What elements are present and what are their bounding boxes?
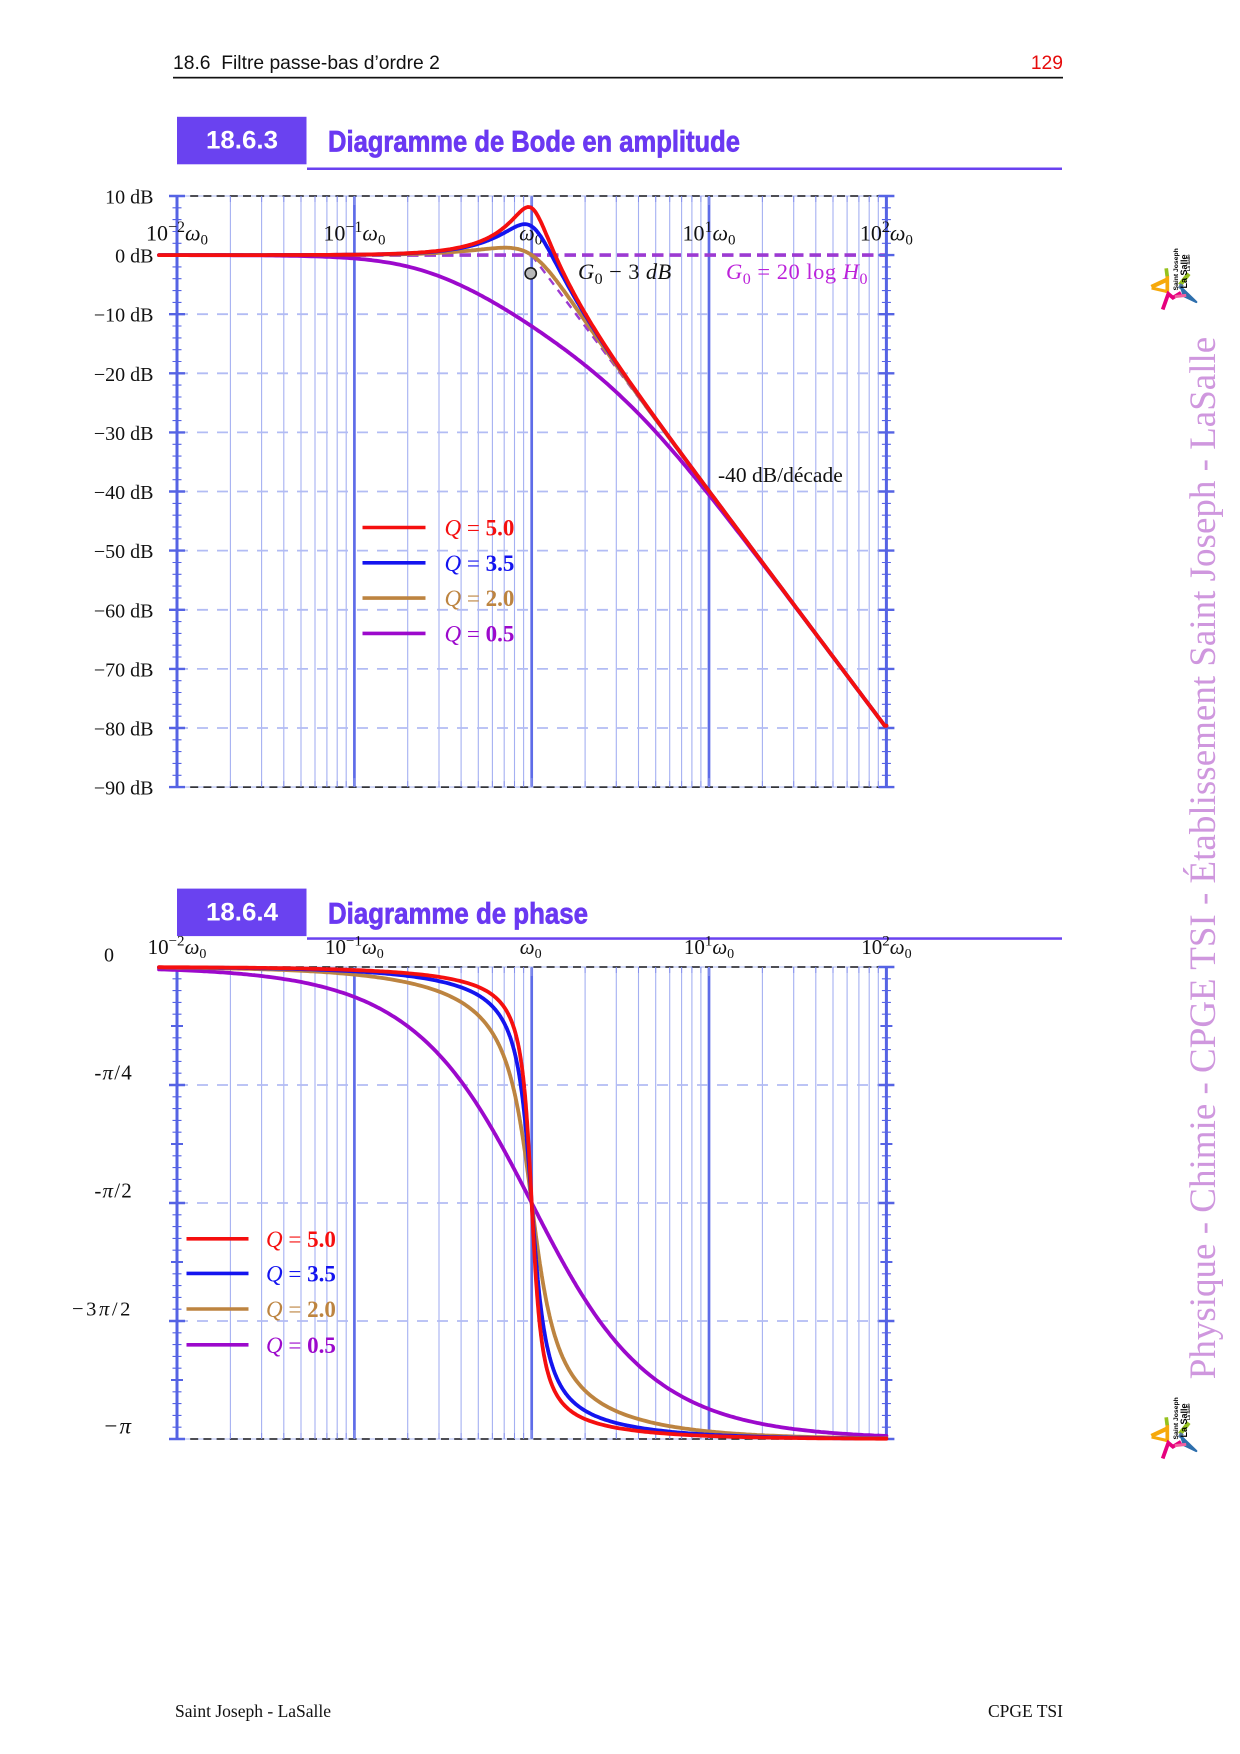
svg-text:18.6.3: 18.6.3 bbox=[206, 127, 278, 155]
svg-text:102ω0: 102ω0 bbox=[861, 934, 911, 963]
svg-text:-40 dB/décade: -40 dB/décade bbox=[718, 463, 843, 487]
svg-text:Q = 5.0: Q = 5.0 bbox=[266, 1227, 336, 1252]
svg-text:101ω0: 101ω0 bbox=[682, 219, 735, 249]
svg-text:18.6 Filtre passe-bas d’ordre: 18.6 Filtre passe-bas d’ordre 2 bbox=[173, 53, 440, 74]
svg-text:Saint Joseph: Saint Joseph bbox=[1173, 248, 1180, 290]
svg-text:102ω0: 102ω0 bbox=[860, 219, 913, 249]
svg-text:10−2ω0: 10−2ω0 bbox=[146, 219, 208, 249]
svg-text:Q = 5.0: Q = 5.0 bbox=[445, 516, 515, 541]
svg-text:G0 − 3 dB: G0 − 3 dB bbox=[578, 259, 672, 288]
svg-text:−80 dB: −80 dB bbox=[94, 719, 154, 741]
svg-text:10 dB: 10 dB bbox=[105, 187, 153, 209]
svg-text:CPGE TSI: CPGE TSI bbox=[988, 1701, 1063, 1721]
svg-text:129: 129 bbox=[1031, 53, 1063, 74]
svg-text:ω0: ω0 bbox=[520, 935, 542, 962]
svg-text:10−2ω0: 10−2ω0 bbox=[148, 934, 207, 963]
svg-text:Q = 2.0: Q = 2.0 bbox=[445, 586, 515, 611]
svg-text:0: 0 bbox=[104, 945, 114, 967]
svg-text:−π: −π bbox=[104, 1414, 133, 1439]
svg-text:10−1ω0: 10−1ω0 bbox=[323, 219, 385, 249]
svg-text:−70 dB: −70 dB bbox=[94, 659, 154, 681]
svg-text:−3π/2: −3π/2 bbox=[72, 1299, 133, 1321]
svg-text:Q = 0.5: Q = 0.5 bbox=[266, 1333, 336, 1358]
svg-text:Q = 0.5: Q = 0.5 bbox=[445, 621, 515, 646]
svg-text:−10 dB: −10 dB bbox=[94, 305, 154, 327]
svg-text:−40 dB: −40 dB bbox=[94, 482, 154, 504]
svg-text:La Salle: La Salle bbox=[1186, 254, 1191, 271]
svg-text:Diagramme de phase: Diagramme de phase bbox=[328, 898, 588, 931]
svg-text:−90 dB: −90 dB bbox=[94, 778, 154, 800]
svg-text:−50 dB: −50 dB bbox=[94, 541, 154, 563]
svg-text:Q = 2.0: Q = 2.0 bbox=[266, 1297, 336, 1322]
svg-text:−20 dB: −20 dB bbox=[94, 364, 154, 386]
svg-text:Diagramme de Bode en amplitude: Diagramme de Bode en amplitude bbox=[328, 126, 740, 159]
svg-text:0 dB: 0 dB bbox=[115, 246, 153, 268]
svg-text:10−1ω0: 10−1ω0 bbox=[325, 934, 384, 963]
svg-text:−30 dB: −30 dB bbox=[94, 423, 154, 445]
svg-text:Saint Joseph - LaSalle: Saint Joseph - LaSalle bbox=[175, 1701, 331, 1721]
svg-text:Physique - Chimie - CPGE TSI -: Physique - Chimie - CPGE TSI - Établisse… bbox=[1182, 337, 1224, 1379]
svg-text:Q = 3.5: Q = 3.5 bbox=[445, 551, 515, 576]
svg-text:−60 dB: −60 dB bbox=[94, 600, 154, 622]
svg-text:-π/2: -π/2 bbox=[94, 1179, 133, 1203]
svg-text:-π/4: -π/4 bbox=[94, 1061, 133, 1085]
svg-text:La Salle: La Salle bbox=[1179, 254, 1189, 288]
svg-text:18.6.4: 18.6.4 bbox=[206, 898, 278, 926]
svg-text:101ω0: 101ω0 bbox=[684, 934, 734, 963]
svg-text:Q = 3.5: Q = 3.5 bbox=[266, 1261, 336, 1286]
